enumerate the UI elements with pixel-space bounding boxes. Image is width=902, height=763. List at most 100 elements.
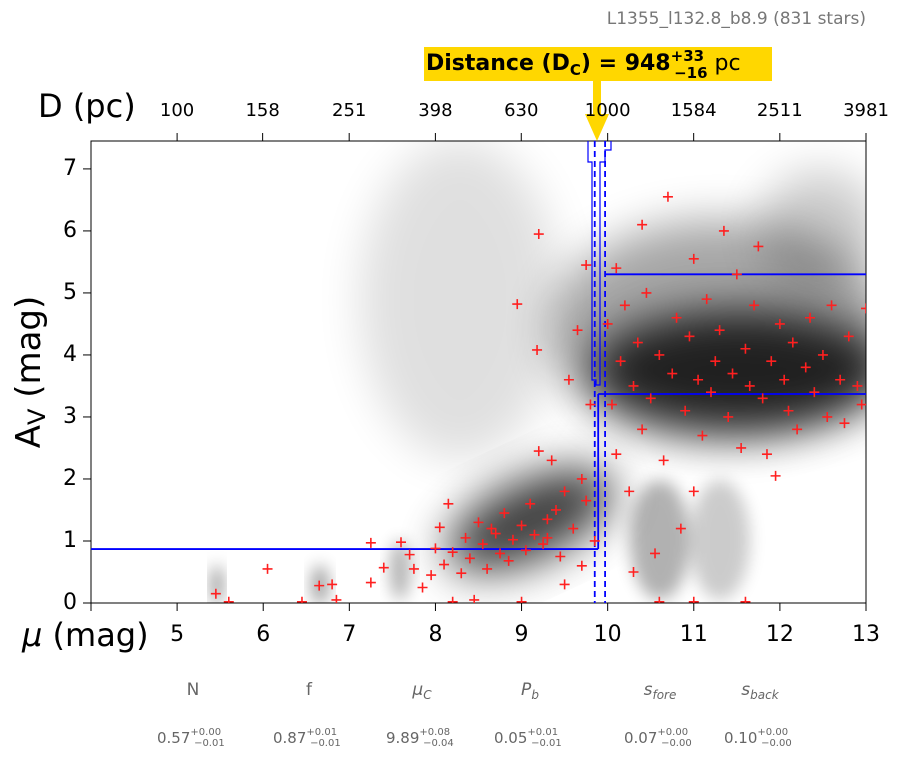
param-name-main: P <box>521 680 532 700</box>
star-point <box>826 300 837 311</box>
param-name: sfore <box>644 680 677 702</box>
x-tick-label: 12 <box>766 622 794 647</box>
star-point <box>555 551 566 562</box>
distance-posterior <box>587 141 612 386</box>
star-point <box>443 498 454 509</box>
star-point <box>529 529 540 540</box>
x2-tick-label: 251 <box>332 100 366 121</box>
x-tick-label: 6 <box>256 622 270 647</box>
star-point <box>611 263 622 274</box>
star-point <box>654 349 665 360</box>
star-point <box>843 331 854 342</box>
star-point <box>542 532 553 543</box>
star-point <box>606 399 617 410</box>
param-name-sub: back <box>750 688 780 702</box>
star-point <box>533 446 544 457</box>
star-point <box>822 411 833 422</box>
star-point <box>693 374 704 385</box>
star-point <box>671 312 682 323</box>
param-name-main: μ <box>411 680 423 700</box>
plot-frame <box>90 140 867 604</box>
param-plus: +0.01 <box>306 727 337 738</box>
param-name-sub: b <box>531 688 539 702</box>
star-point <box>490 528 501 539</box>
star-point <box>499 508 510 519</box>
y-tick-label: 4 <box>63 342 77 367</box>
star-point <box>645 393 656 404</box>
param-name: sback <box>741 680 779 702</box>
star-point <box>774 318 785 329</box>
density <box>212 141 866 603</box>
param-name-main: s <box>741 680 750 700</box>
star-point <box>861 303 866 314</box>
star-point <box>456 568 467 579</box>
y-tick-label: 1 <box>63 528 77 553</box>
x2-tick-label: 398 <box>418 100 452 121</box>
star-point <box>532 344 543 355</box>
star-point <box>667 368 678 379</box>
star-point <box>637 219 648 230</box>
star-point <box>581 260 592 271</box>
param-value: 0.07+0.00 −0.00 <box>624 727 692 749</box>
param-name-sub: fore <box>652 688 676 702</box>
star-point <box>680 405 691 416</box>
y-axis-label: AV (mag) <box>9 296 52 449</box>
param-name-sub: C <box>423 688 432 702</box>
star-point <box>546 455 557 466</box>
x-tick-label: 7 <box>342 622 356 647</box>
x2-tick-label: 3981 <box>843 100 889 121</box>
star-point <box>658 455 669 466</box>
param-minus: −0.04 <box>423 738 454 749</box>
y-tick-label: 6 <box>63 218 77 243</box>
x-tick-label: 11 <box>680 622 708 647</box>
star-point <box>426 570 437 581</box>
star-point <box>753 241 764 252</box>
star-point <box>688 253 699 264</box>
star-point <box>473 517 484 528</box>
x2-axis-label: D (pc) <box>38 87 136 125</box>
star-point <box>469 594 480 603</box>
star-point <box>507 534 518 545</box>
x2-tick-label: 1000 <box>585 100 631 121</box>
param-minus: −0.00 <box>761 738 792 749</box>
param-name-main: N <box>187 680 200 700</box>
star-point <box>542 514 553 525</box>
param-minus: −0.00 <box>661 738 692 749</box>
star-point <box>262 563 273 574</box>
star-point <box>852 380 863 391</box>
star-point <box>770 470 781 481</box>
param-name: N <box>187 680 200 700</box>
star-point <box>856 399 866 410</box>
star-point <box>439 559 450 570</box>
param-value: 0.05+0.01 −0.01 <box>494 727 562 749</box>
param-value-main: 9.89 <box>386 729 419 747</box>
param-name: f <box>306 680 313 700</box>
x-tick-label: 8 <box>428 622 442 647</box>
star-point <box>817 349 828 360</box>
star-point <box>662 191 673 202</box>
star-point <box>783 405 794 416</box>
star-point <box>637 424 648 435</box>
param-plus: +0.00 <box>757 727 788 738</box>
x-tick-label: 9 <box>515 622 529 647</box>
star-point <box>576 473 587 484</box>
star-point <box>714 325 725 336</box>
star-point <box>327 579 338 590</box>
annotation-text: Distance (D <box>426 51 570 76</box>
star-point <box>736 442 747 453</box>
star-point <box>559 486 570 497</box>
star-point <box>408 563 419 574</box>
star-point <box>533 229 544 240</box>
star-point <box>800 362 811 373</box>
star-point <box>520 545 531 556</box>
star-point <box>365 577 376 588</box>
star-point <box>314 580 325 591</box>
x-label-unit: (mag) <box>42 616 148 654</box>
star-point <box>516 596 527 603</box>
param-plus: +0.00 <box>190 727 221 738</box>
star-point <box>839 418 850 429</box>
x-label-symbol: μ <box>21 616 42 654</box>
star-point <box>766 356 777 367</box>
star-point <box>331 594 342 603</box>
